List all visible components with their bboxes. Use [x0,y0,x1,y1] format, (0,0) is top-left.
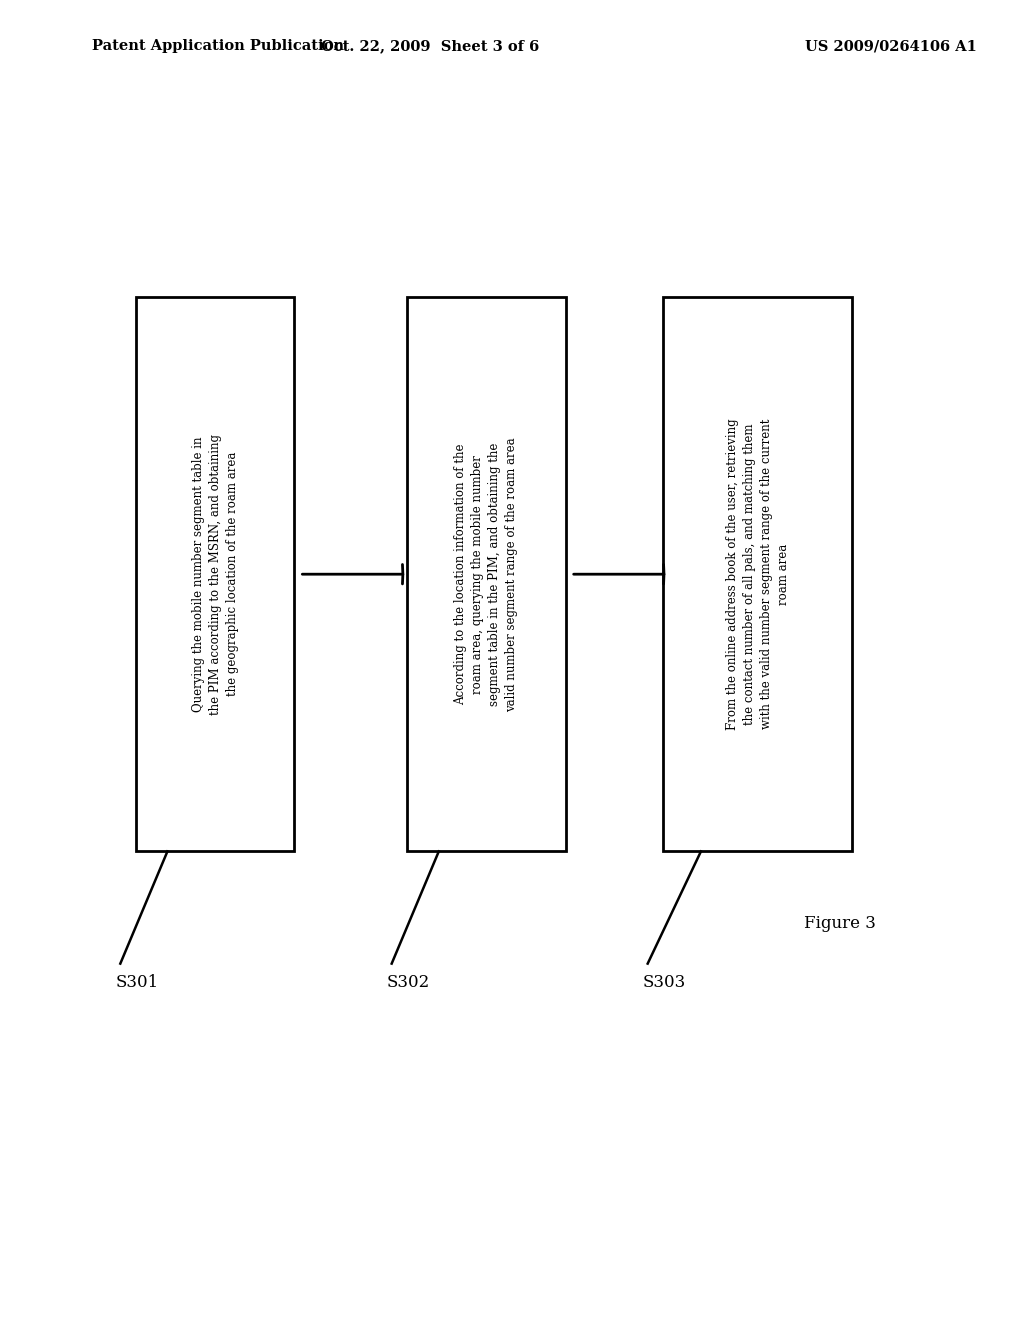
Text: Oct. 22, 2009  Sheet 3 of 6: Oct. 22, 2009 Sheet 3 of 6 [321,40,540,53]
Text: Patent Application Publication: Patent Application Publication [92,40,344,53]
Bar [135,297,295,851]
Text: Querying the mobile number segment table in
the PIM according to the MSRN, and o: Querying the mobile number segment table… [191,434,239,714]
Text: S302: S302 [386,974,430,991]
Bar [664,297,852,851]
Text: S303: S303 [643,974,686,991]
Bar [407,297,565,851]
Text: From the online address book of the user, retrieving
the contact number of all p: From the online address book of the user… [726,418,790,730]
Text: S301: S301 [115,974,159,991]
Text: Figure 3: Figure 3 [804,916,876,932]
Text: US 2009/0264106 A1: US 2009/0264106 A1 [805,40,977,53]
Text: According to the location information of the
roam area, querying the mobile numb: According to the location information of… [455,437,518,711]
